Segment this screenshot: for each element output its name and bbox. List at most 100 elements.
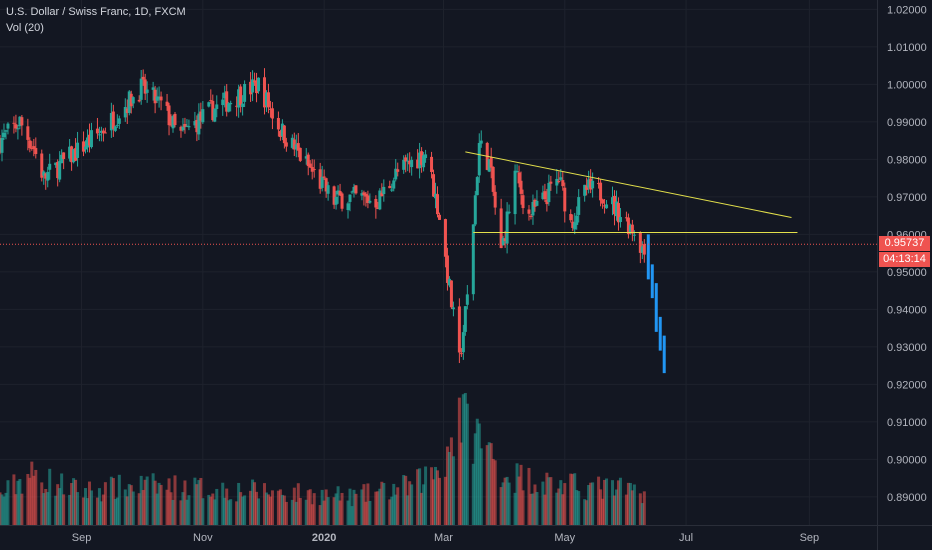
candle-body bbox=[171, 116, 175, 129]
volume-bar bbox=[380, 481, 384, 525]
candle-body bbox=[318, 169, 322, 189]
candle-body bbox=[513, 170, 517, 215]
candle-body bbox=[115, 124, 119, 126]
volume-bar bbox=[475, 418, 479, 525]
candle-body bbox=[195, 119, 199, 133]
volume-bar bbox=[459, 442, 463, 525]
candle-body bbox=[457, 306, 461, 353]
candle-body bbox=[211, 100, 215, 121]
volume-bar bbox=[611, 480, 615, 525]
candle-body bbox=[376, 207, 380, 209]
candle-body bbox=[221, 99, 225, 106]
candle-body bbox=[137, 99, 141, 102]
volume-bar bbox=[251, 479, 255, 525]
projection-bar bbox=[654, 283, 658, 332]
volume-bar bbox=[68, 494, 72, 525]
volume-bar bbox=[432, 479, 436, 525]
candle-body bbox=[354, 185, 358, 194]
chart-title: U.S. Dollar / Swiss Franc, 1D, FXCM bbox=[6, 6, 186, 18]
candle-body bbox=[56, 161, 60, 179]
volume-bar bbox=[416, 469, 420, 525]
candle-body bbox=[213, 108, 217, 122]
candle-body bbox=[364, 193, 368, 197]
candle-body bbox=[153, 89, 157, 104]
volume-bar bbox=[199, 477, 203, 525]
candle-body bbox=[503, 238, 507, 241]
volume-bar bbox=[213, 499, 217, 525]
volume-bar bbox=[34, 469, 38, 525]
candle-body bbox=[127, 91, 131, 113]
volume-bar bbox=[46, 492, 50, 525]
candle-body bbox=[561, 180, 565, 187]
candle-body bbox=[72, 149, 76, 163]
candle-body bbox=[165, 101, 169, 106]
volume-bar bbox=[354, 493, 358, 525]
candle-body bbox=[487, 159, 491, 172]
candle-body bbox=[280, 123, 284, 137]
volume-bar bbox=[82, 497, 86, 525]
candle-body bbox=[262, 77, 266, 108]
volume-bar bbox=[477, 423, 481, 525]
volume-bar bbox=[74, 479, 78, 525]
volume-bar bbox=[215, 488, 219, 525]
price-tick-label: 0.99000 bbox=[887, 117, 927, 129]
volume-bar bbox=[157, 482, 161, 525]
volume-bar bbox=[103, 482, 107, 525]
volume-bar bbox=[338, 500, 342, 525]
candle-body bbox=[48, 163, 52, 170]
volume-bar bbox=[137, 493, 141, 525]
volume-bar bbox=[334, 493, 338, 525]
trendlines[interactable] bbox=[465, 151, 798, 233]
candle-body bbox=[294, 144, 298, 150]
candle-body bbox=[583, 184, 587, 196]
price-tick-label: 0.98000 bbox=[887, 154, 927, 166]
volume-bar bbox=[60, 473, 64, 525]
time-tick-label: Nov bbox=[193, 532, 213, 544]
candle-body bbox=[18, 116, 22, 127]
volume-bar bbox=[563, 483, 567, 525]
volume-bar bbox=[298, 497, 302, 525]
candle-body bbox=[603, 205, 607, 207]
price-tick-label: 0.89000 bbox=[887, 492, 927, 504]
volume-bar bbox=[489, 443, 493, 525]
volume-bar bbox=[253, 482, 257, 525]
candle-body bbox=[278, 131, 282, 137]
time-axis[interactable]: Sep Nov 2020 Mar May Jul Sep bbox=[72, 532, 819, 544]
volume-bar bbox=[362, 484, 366, 525]
candle-body bbox=[338, 190, 342, 196]
projection-bar bbox=[650, 264, 654, 299]
candle-body bbox=[424, 154, 428, 159]
candle-body bbox=[348, 194, 352, 202]
candle-body bbox=[599, 182, 603, 201]
candle-body bbox=[519, 180, 523, 194]
volume-bar bbox=[171, 499, 175, 525]
volume-bar bbox=[294, 501, 298, 525]
candle-body bbox=[2, 132, 6, 138]
candle-body bbox=[549, 181, 553, 184]
candle-body bbox=[239, 86, 243, 106]
volume-bar bbox=[89, 490, 93, 525]
candle-body bbox=[68, 146, 72, 159]
volume-bar bbox=[48, 468, 52, 525]
volume-bar bbox=[26, 473, 30, 525]
candle-body bbox=[99, 130, 103, 133]
volume-indicator-label[interactable]: Vol (20) bbox=[6, 22, 44, 34]
volume-bar bbox=[408, 481, 412, 525]
time-tick-label: Jul bbox=[679, 532, 693, 544]
volume-bar bbox=[113, 498, 117, 525]
volume-bar bbox=[424, 466, 428, 525]
volume-bar bbox=[30, 461, 34, 525]
candle-body bbox=[541, 192, 545, 199]
volume-bar bbox=[461, 394, 465, 525]
time-tick-label: 2020 bbox=[312, 532, 336, 544]
candle-body bbox=[521, 195, 525, 209]
volume-bar bbox=[201, 498, 205, 525]
candle-body bbox=[298, 147, 302, 161]
volume-bar bbox=[129, 485, 133, 525]
volume-bar bbox=[44, 488, 48, 525]
candle-body bbox=[237, 89, 241, 108]
volume-bar bbox=[603, 479, 607, 525]
volume-bars bbox=[0, 393, 646, 525]
volume-bar bbox=[360, 489, 364, 525]
